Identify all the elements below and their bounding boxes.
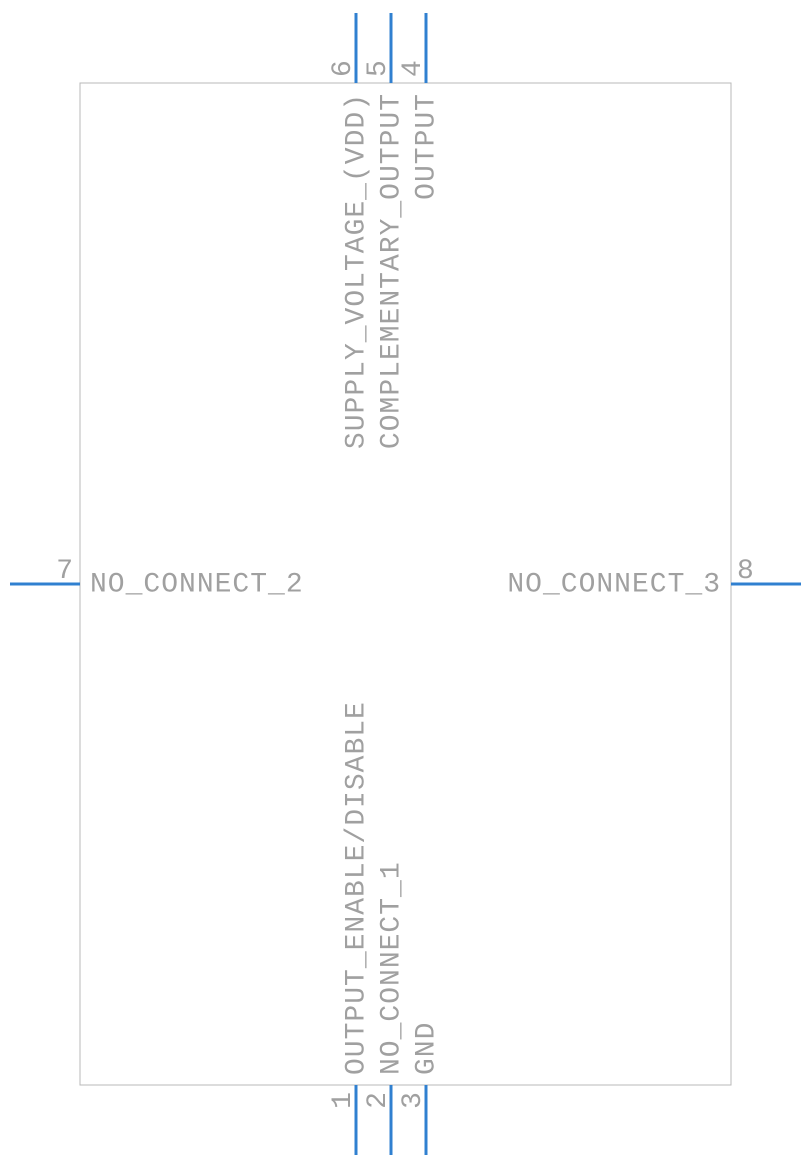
pin-number: 2 <box>363 1091 394 1109</box>
pin-name: GND <box>411 1022 442 1075</box>
pin-name: NO_CONNECT_2 <box>90 569 304 600</box>
pin-6: 6 SUPPLY_VOLTAGE_(VDD) <box>328 13 372 449</box>
pin-number: 1 <box>328 1091 359 1109</box>
pin-number: 7 <box>56 556 74 587</box>
pin-number: 4 <box>398 59 429 77</box>
pin-name: OUTPUT <box>411 93 442 200</box>
pin-name: SUPPLY_VOLTAGE_(VDD) <box>341 93 372 449</box>
pin-8: 8 NO_CONNECT_3 <box>507 556 801 600</box>
pin-number: 6 <box>328 59 359 77</box>
pin-number: 8 <box>737 556 755 587</box>
schematic-svg: 7 NO_CONNECT_2 8 NO_CONNECT_3 6 SUPPLY_VOLTAG… <box>0 0 808 1168</box>
pin-name: NO_CONNECT_1 <box>376 861 407 1075</box>
pin-name: OUTPUT_ENABLE/DISABLE <box>341 701 372 1075</box>
pin-name: COMPLEMENTARY_OUTPUT <box>376 93 407 449</box>
pin-7: 7 NO_CONNECT_2 <box>10 556 304 600</box>
pin-name: NO_CONNECT_3 <box>507 569 721 600</box>
pin-number: 3 <box>398 1091 429 1109</box>
pin-number: 5 <box>363 59 394 77</box>
pin-1: 1 OUTPUT_ENABLE/DISABLE <box>328 701 372 1155</box>
